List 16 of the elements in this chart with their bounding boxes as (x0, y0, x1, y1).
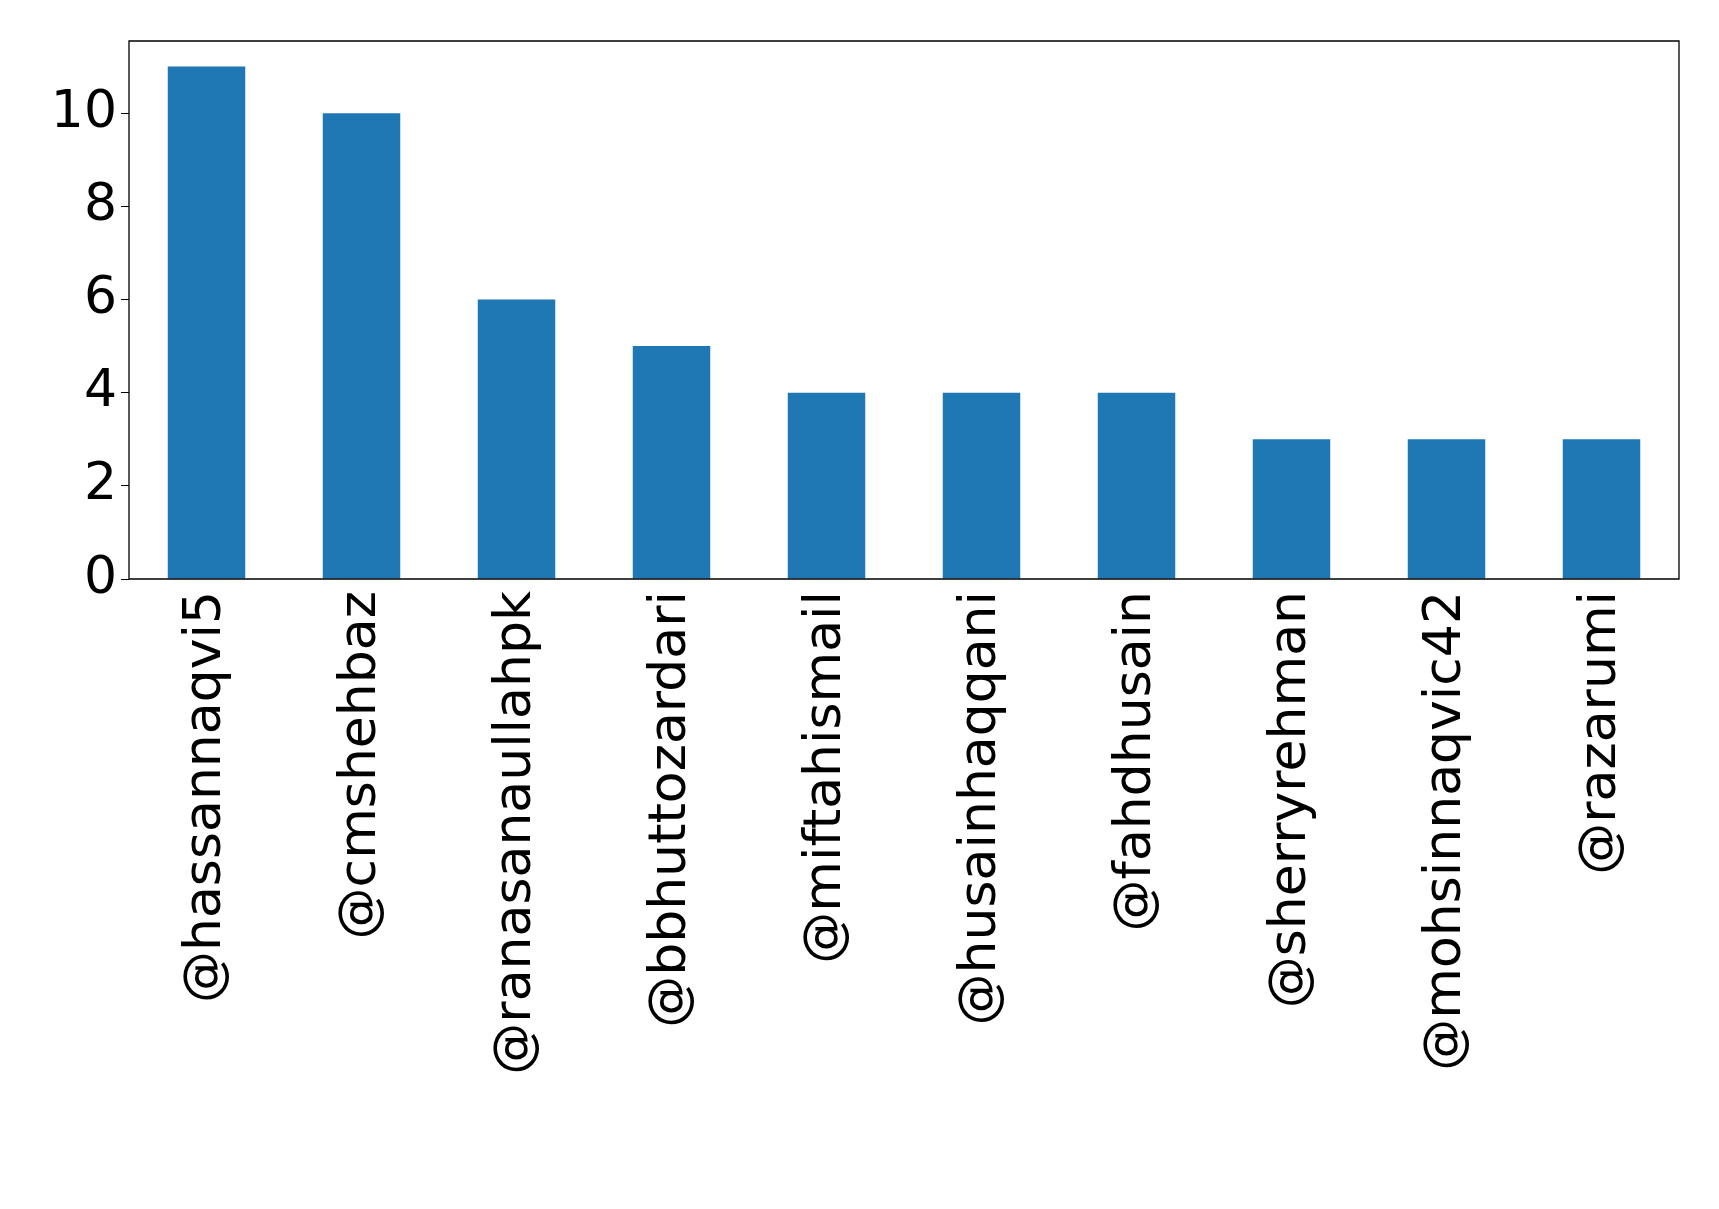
y-tick-label: 4 (83, 358, 117, 419)
x-tick-label: @cmshehbaz (327, 591, 388, 940)
x-tick-label: @miftahismail (792, 591, 853, 964)
x-tick-label: @ranasanaullahpk (482, 591, 543, 1075)
y-tick-label: 2 (83, 451, 117, 512)
x-tick-label: @fahdhusain (1102, 591, 1163, 932)
y-tick-label: 0 (83, 544, 117, 605)
x-tick-label: @hassannaqvi5 (172, 591, 233, 1003)
x-tick-label: @husainhaqqani (947, 591, 1008, 1026)
y-tick-label: 8 (83, 171, 117, 232)
x-tick-label: @razarumi (1567, 591, 1628, 875)
y-tick-label: 10 (50, 78, 117, 139)
x-tick-label: @bbhuttozardari (637, 591, 698, 1028)
x-tick-label: @mohsinnaqvic42 (1412, 591, 1473, 1071)
y-tick-label: 6 (83, 265, 117, 326)
x-tick-label: @sherryrehman (1257, 591, 1318, 1009)
